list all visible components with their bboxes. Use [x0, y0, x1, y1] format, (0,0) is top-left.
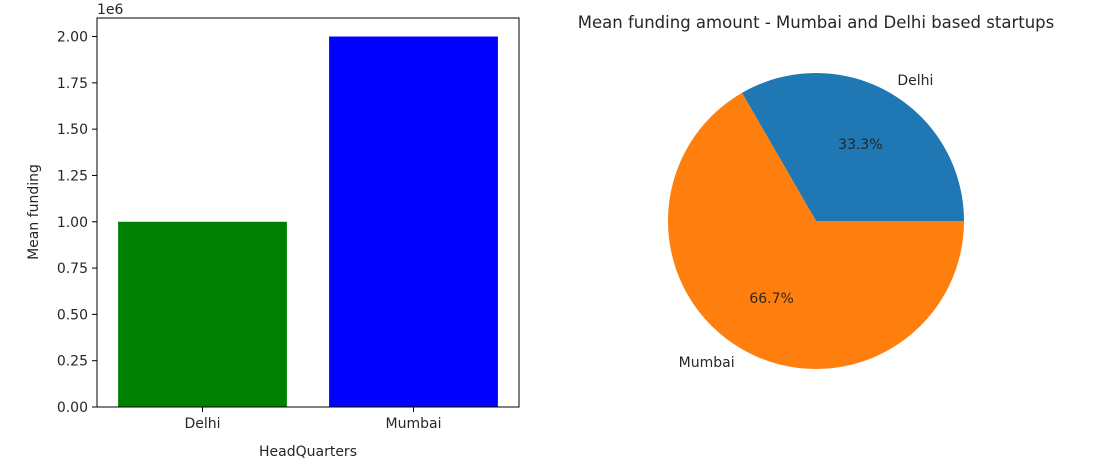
bar-mumbai — [329, 36, 498, 408]
x-tick-label: Mumbai — [386, 416, 442, 432]
pie-slice-delhi — [742, 73, 964, 222]
pie-chart-title: Mean funding amount - Mumbai and Delhi b… — [578, 13, 1054, 32]
y-tick-label: 0.75 — [57, 261, 88, 277]
y-tick-label: 1.00 — [57, 215, 88, 231]
pie-label-mumbai: Mumbai — [679, 355, 735, 371]
pie-labels: Delhi 33.3% Mumbai 66.7% — [679, 73, 934, 371]
y-tick-label: 0.50 — [57, 307, 88, 323]
x-tick-label: Delhi — [184, 416, 220, 432]
pie-label-delhi: Delhi — [897, 73, 933, 89]
y-tick-label: 1.25 — [57, 168, 88, 184]
y-axis-offset-label: 1e6 — [97, 2, 124, 18]
y-tick-label: 2.00 — [57, 30, 88, 46]
pie-percent-mumbai: 66.7% — [749, 291, 793, 307]
bar-delhi — [118, 221, 287, 407]
x-axis: Delhi Mumbai — [184, 407, 441, 432]
x-axis-label: HeadQuarters — [259, 444, 357, 460]
pie-percent-delhi: 33.3% — [838, 137, 882, 153]
y-axis-label: Mean funding — [26, 164, 42, 260]
y-tick-label: 0.25 — [57, 354, 88, 370]
y-axis: 0.00 0.25 0.50 0.75 1.00 1.25 1.50 1.75 2.00 — [57, 30, 97, 416]
pie-slices — [668, 73, 964, 369]
pie-chart: Mean funding amount - Mumbai and Delhi b… — [578, 13, 1054, 371]
bars — [118, 36, 498, 408]
y-tick-label: 1.75 — [57, 76, 88, 92]
y-tick-label: 1.50 — [57, 122, 88, 138]
bar-chart: 0.00 0.25 0.50 0.75 1.00 1.25 1.50 1.75 2.00 Del… — [26, 2, 520, 460]
y-tick-label: 0.00 — [57, 400, 88, 416]
pie-slice-mumbai — [668, 92, 964, 369]
bar-plot-frame — [96, 17, 520, 408]
